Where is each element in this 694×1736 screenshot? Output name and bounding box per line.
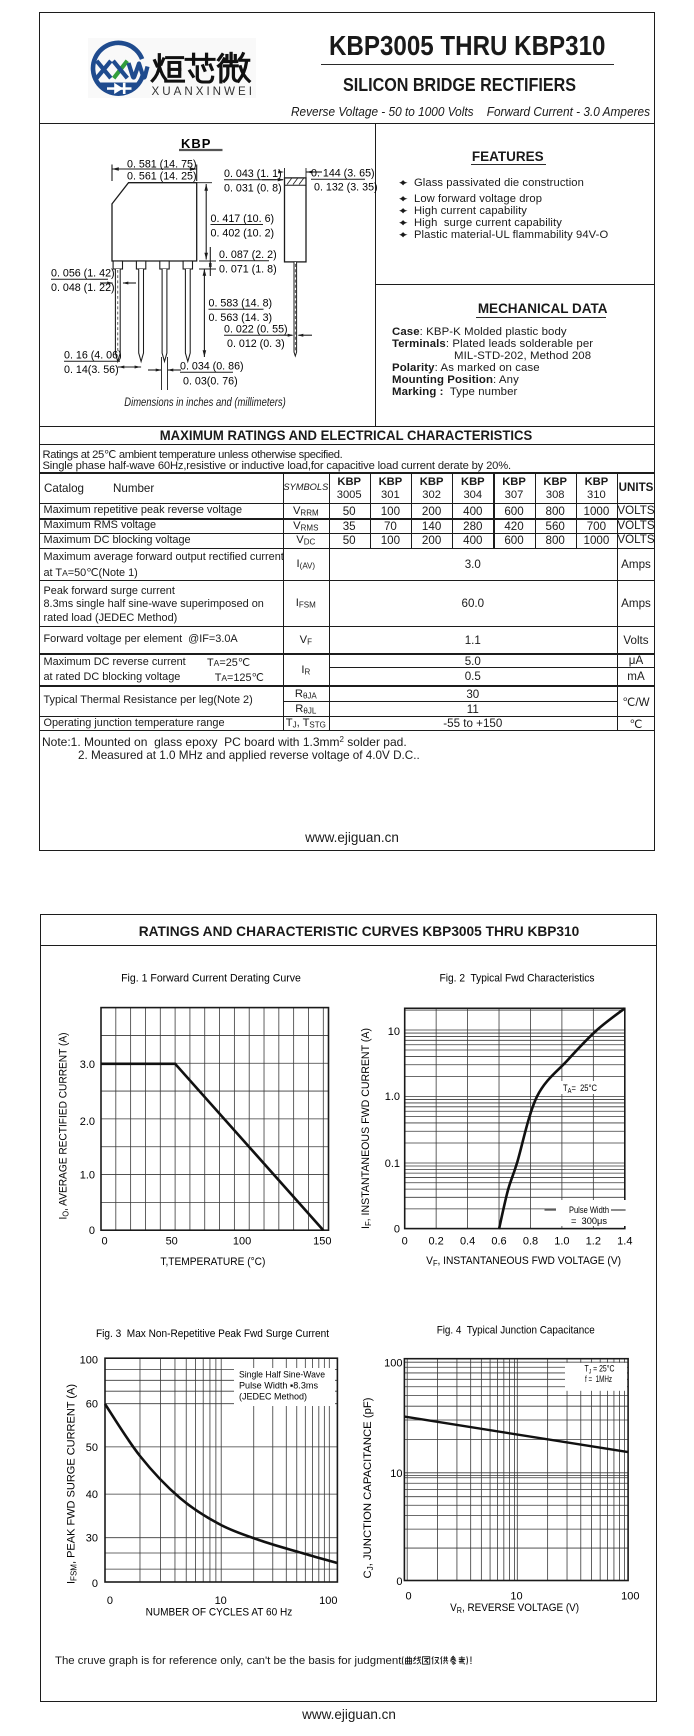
svg-text:Fig. 4 Typical Junction Capac: Fig. 4 Typical Junction Capacitance xyxy=(437,1325,595,1337)
svg-text:0. 043 (1. 1): 0. 043 (1. 1) xyxy=(224,168,282,180)
svg-text:CJ, JUNCTION CAPACITANCE (pF): CJ, JUNCTION CAPACITANCE (pF) xyxy=(362,1398,375,1579)
svg-text:0. 056 (1. 42): 0. 056 (1. 42) xyxy=(51,268,115,280)
svg-text:0. 087 (2. 2): 0. 087 (2. 2) xyxy=(219,249,277,261)
svg-text:IO, AVERAGE RECTIFIED CURRENT: IO, AVERAGE RECTIFIED CURRENT (A) xyxy=(58,1033,71,1220)
svg-text:NUMBER OF CYCLES AT 60 Hz: NUMBER OF CYCLES AT 60 Hz xyxy=(146,1607,293,1619)
svg-text:IF, INSTANTANEOUS FWD CURRENT: IF, INSTANTANEOUS FWD CURRENT (A) xyxy=(360,1028,373,1229)
svg-text:0. 048 (1. 22): 0. 048 (1. 22) xyxy=(51,282,115,294)
svg-text:10: 10 xyxy=(215,1595,227,1607)
svg-text:TJ = 25°C: TJ = 25°C xyxy=(585,1364,615,1376)
svg-text:0. 022 (0. 55): 0. 022 (0. 55) xyxy=(224,324,288,336)
svg-text:0: 0 xyxy=(402,1236,408,1248)
svg-text:T,TEMPERATURE (°C): T,TEMPERATURE (°C) xyxy=(160,1256,265,1268)
svg-text:Fig. 3 Max Non-Repetitive Pea: Fig. 3 Max Non-Repetitive Peak Fwd Surge… xyxy=(96,1328,330,1340)
svg-text:2.0: 2.0 xyxy=(80,1116,95,1128)
svg-text:0. 144 (3. 65): 0. 144 (3. 65) xyxy=(311,168,375,180)
svg-text:100: 100 xyxy=(319,1595,337,1607)
svg-text:10: 10 xyxy=(510,1591,522,1603)
svg-text:0: 0 xyxy=(89,1225,95,1237)
svg-text:VR, REVERSE VOLTAGE (V): VR, REVERSE VOLTAGE (V) xyxy=(450,1602,579,1615)
svg-text:Single Half Sine-Wave: Single Half Sine-Wave xyxy=(239,1370,325,1380)
svg-text:0. 034 (0. 86): 0. 034 (0. 86) xyxy=(180,361,244,373)
svg-text:Fig. 1 Forward Current Deratin: Fig. 1 Forward Current Derating Curve xyxy=(121,972,301,984)
svg-text:0. 563 (14. 3): 0. 563 (14. 3) xyxy=(209,312,273,324)
svg-text:= 300μs: = 300μs xyxy=(571,1216,607,1226)
svg-text:0. 14(3. 56): 0. 14(3. 56) xyxy=(64,364,119,376)
svg-text:0.2: 0.2 xyxy=(428,1236,443,1248)
svg-text:0: 0 xyxy=(405,1591,411,1603)
svg-text:0: 0 xyxy=(107,1595,113,1607)
svg-text:150: 150 xyxy=(313,1236,331,1248)
svg-text:0. 03(0. 76): 0. 03(0. 76) xyxy=(183,376,238,388)
svg-text:Pulse Width ▪8.3ms: Pulse Width ▪8.3ms xyxy=(239,1381,318,1391)
svg-text:0. 031 (0. 8): 0. 031 (0. 8) xyxy=(224,183,282,195)
svg-text:100: 100 xyxy=(621,1591,639,1603)
svg-text:0.8: 0.8 xyxy=(523,1236,538,1248)
svg-text:0. 581 (14. 75): 0. 581 (14. 75) xyxy=(127,158,197,170)
svg-text:0. 132 (3. 35): 0. 132 (3. 35) xyxy=(314,182,378,194)
svg-text:100: 100 xyxy=(80,1354,98,1366)
svg-text:0. 071 (1. 8): 0. 071 (1. 8) xyxy=(219,264,277,276)
svg-text:0: 0 xyxy=(394,1224,400,1236)
svg-text:Pulse Width: Pulse Width xyxy=(569,1205,609,1215)
svg-text:KBP: KBP xyxy=(181,136,211,151)
svg-text:100: 100 xyxy=(233,1236,251,1248)
svg-text:10: 10 xyxy=(388,1026,400,1038)
svg-text:10: 10 xyxy=(390,1468,402,1480)
svg-text:0.4: 0.4 xyxy=(460,1236,475,1248)
svg-text:50: 50 xyxy=(86,1442,98,1454)
svg-text:40: 40 xyxy=(86,1489,98,1501)
svg-text:0.6: 0.6 xyxy=(491,1236,506,1248)
svg-text:100: 100 xyxy=(384,1357,402,1369)
svg-text:0. 561 (14. 25): 0. 561 (14. 25) xyxy=(127,171,197,183)
svg-text:1.0: 1.0 xyxy=(80,1169,95,1181)
svg-text:1.4: 1.4 xyxy=(617,1236,632,1248)
svg-text:0. 417 (10. 6): 0. 417 (10. 6) xyxy=(211,213,275,225)
svg-text:Fig. 2 Typical Fwd Characteri: Fig. 2 Typical Fwd Characteristics xyxy=(440,972,595,984)
svg-text:0. 012 (0. 3): 0. 012 (0. 3) xyxy=(227,338,285,350)
svg-text:TA= 25°C: TA= 25°C xyxy=(563,1083,597,1095)
svg-text:(JEDEC Method): (JEDEC Method) xyxy=(239,1392,307,1402)
svg-text:0: 0 xyxy=(101,1236,107,1248)
svg-text:IFSM, PEAK FWD SURGE CURRENT (: IFSM, PEAK FWD SURGE CURRENT (A) xyxy=(66,1384,79,1584)
svg-text:0: 0 xyxy=(396,1576,402,1588)
svg-text:1.0: 1.0 xyxy=(554,1236,569,1248)
svg-text:3.0: 3.0 xyxy=(80,1059,95,1071)
svg-text:0. 402 (10. 2): 0. 402 (10. 2) xyxy=(211,228,275,240)
svg-text:1.0: 1.0 xyxy=(385,1091,400,1103)
svg-text:0. 16 (4. 06): 0. 16 (4. 06) xyxy=(64,350,122,362)
svg-text:1.2: 1.2 xyxy=(586,1236,601,1248)
svg-text:0: 0 xyxy=(92,1578,98,1590)
svg-text:f = 1MHz: f = 1MHz xyxy=(585,1374,612,1384)
svg-text:0. 583 (14. 8): 0. 583 (14. 8) xyxy=(209,298,273,310)
svg-text:50: 50 xyxy=(166,1236,178,1248)
svg-text:30: 30 xyxy=(86,1533,98,1545)
svg-text:60: 60 xyxy=(86,1399,98,1411)
svg-text:0.1: 0.1 xyxy=(385,1158,400,1170)
svg-text:VF, INSTANTANEOUS FWD VOLTAGE: VF, INSTANTANEOUS FWD VOLTAGE (V) xyxy=(426,1255,621,1268)
